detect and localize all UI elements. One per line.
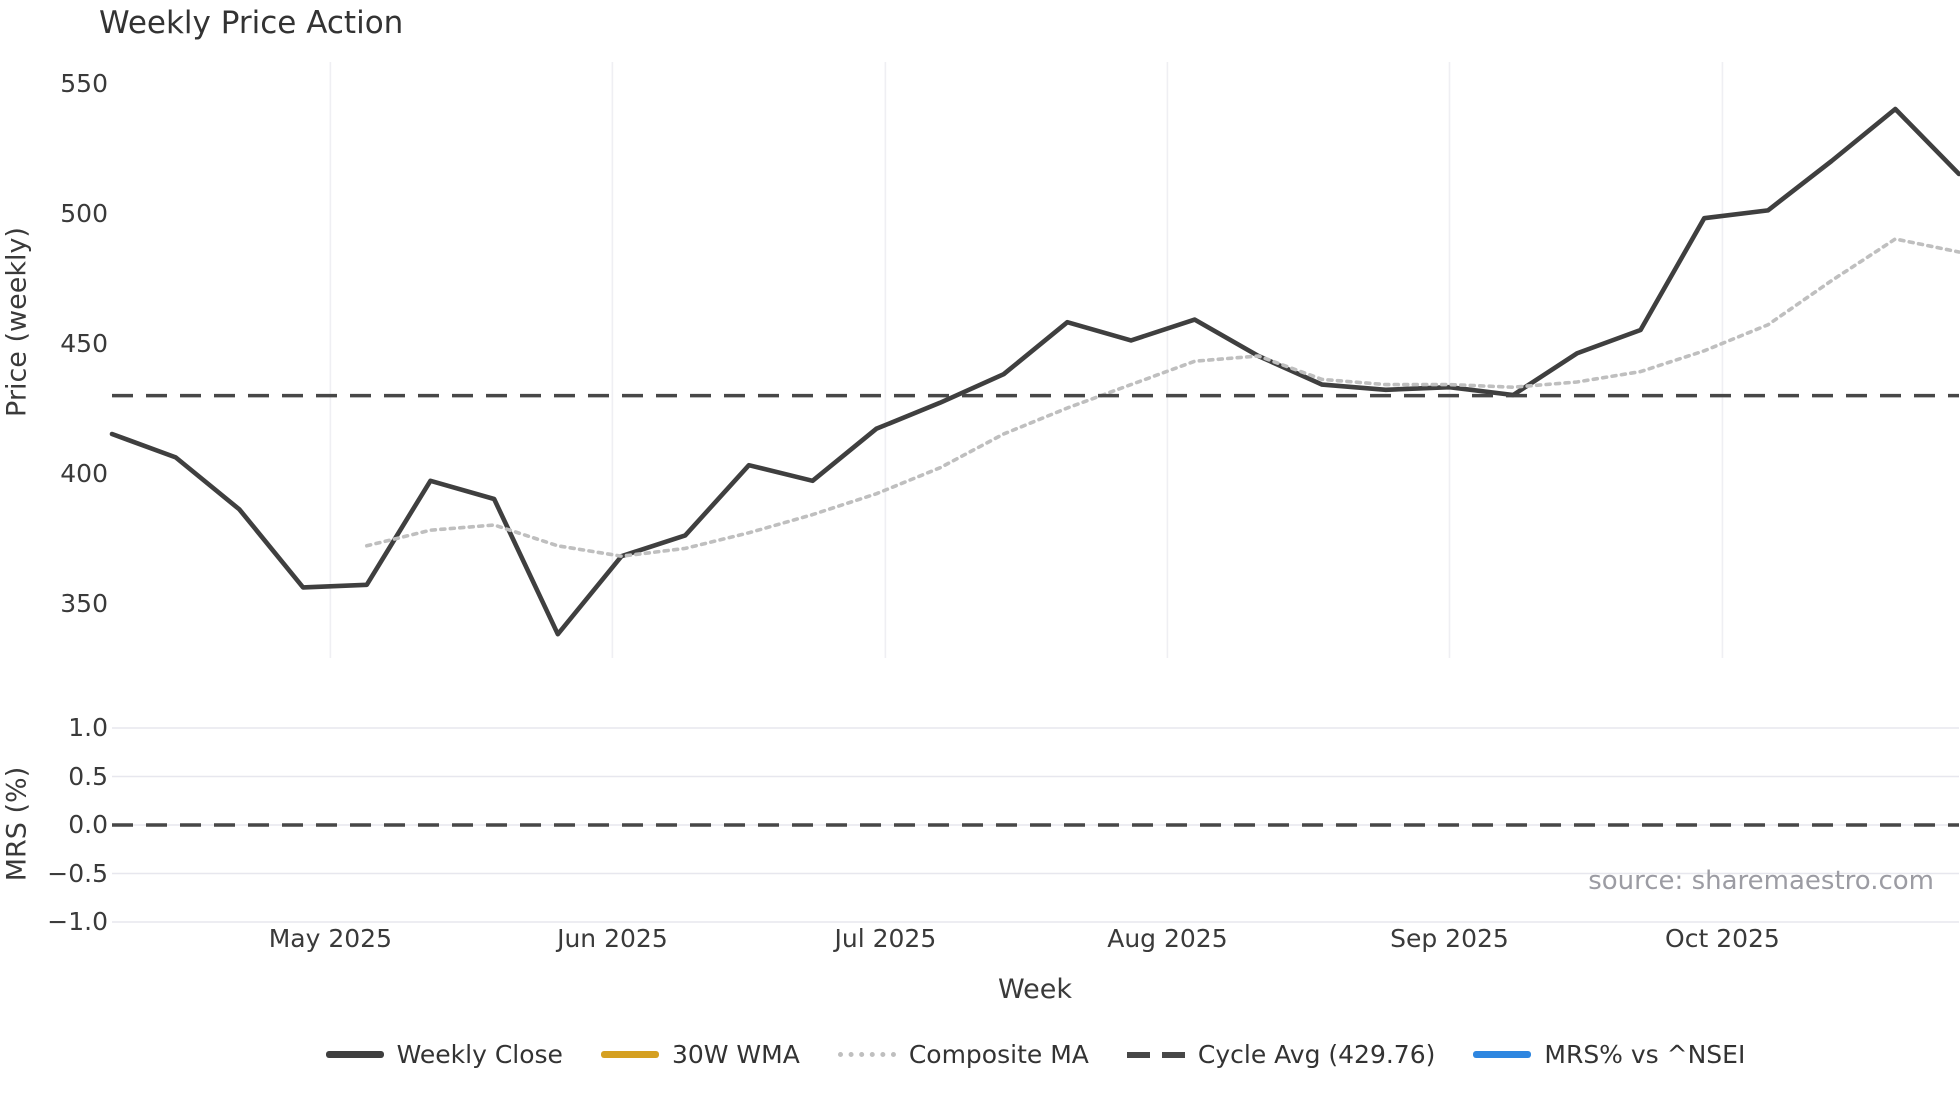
x-axis-label: Week xyxy=(998,974,1072,1005)
mrs-tick--0.5: −0.5 xyxy=(47,859,108,888)
legend: Weekly Close 30W WMA Composite MA Cycle … xyxy=(112,1040,1959,1069)
mrs-tick-0.0: 0.0 xyxy=(68,810,108,839)
price-tick-450: 450 xyxy=(60,329,108,358)
legend-item-weekly-close: Weekly Close xyxy=(325,1040,563,1069)
chart-title: Weekly Price Action xyxy=(99,5,404,41)
x-tick-label: May 2025 xyxy=(268,924,392,953)
x-tick-label: Jun 2025 xyxy=(557,924,668,953)
x-tick-label: Aug 2025 xyxy=(1107,924,1228,953)
legend-label: Weekly Close xyxy=(396,1040,563,1069)
legend-label: 30W WMA xyxy=(671,1040,800,1069)
composite-ma-dotted-swatch-icon xyxy=(837,1052,896,1057)
weekly-close-line-swatch-icon xyxy=(325,1051,384,1058)
x-tick-label: Jul 2025 xyxy=(834,924,937,953)
legend-item-cycle-avg: Cycle Avg (429.76) xyxy=(1126,1040,1436,1069)
source-note: source: sharemaestro.com xyxy=(1588,866,1934,896)
price-axis-label: Price (weekly) xyxy=(1,227,33,417)
legend-label: MRS% vs ^NSEI xyxy=(1544,1040,1746,1069)
legend-item-mrs: MRS% vs ^NSEI xyxy=(1473,1040,1745,1069)
cycle-avg-dashed-swatch-icon xyxy=(1126,1051,1185,1058)
legend-item-composite-ma: Composite MA xyxy=(837,1040,1089,1069)
x-tick-label: Sep 2025 xyxy=(1390,924,1509,953)
price-tick-350: 350 xyxy=(60,589,108,618)
mrs-line-swatch-icon xyxy=(1473,1051,1532,1058)
x-tick-label: Oct 2025 xyxy=(1665,924,1780,953)
price-tick-550: 550 xyxy=(60,69,108,98)
mrs-axis-label: MRS (%) xyxy=(1,766,33,882)
mrs-tick-0.5: 0.5 xyxy=(68,762,108,791)
legend-label: Cycle Avg (429.76) xyxy=(1197,1040,1436,1069)
wma-line-swatch-icon xyxy=(600,1051,659,1058)
price-tick-400: 400 xyxy=(60,459,108,488)
mrs-tick--1.0: −1.0 xyxy=(47,907,108,936)
legend-label: Composite MA xyxy=(908,1040,1089,1069)
legend-item-30w-wma: 30W WMA xyxy=(600,1040,800,1069)
price-tick-500: 500 xyxy=(60,199,108,228)
mrs-tick-1.0: 1.0 xyxy=(68,713,108,742)
